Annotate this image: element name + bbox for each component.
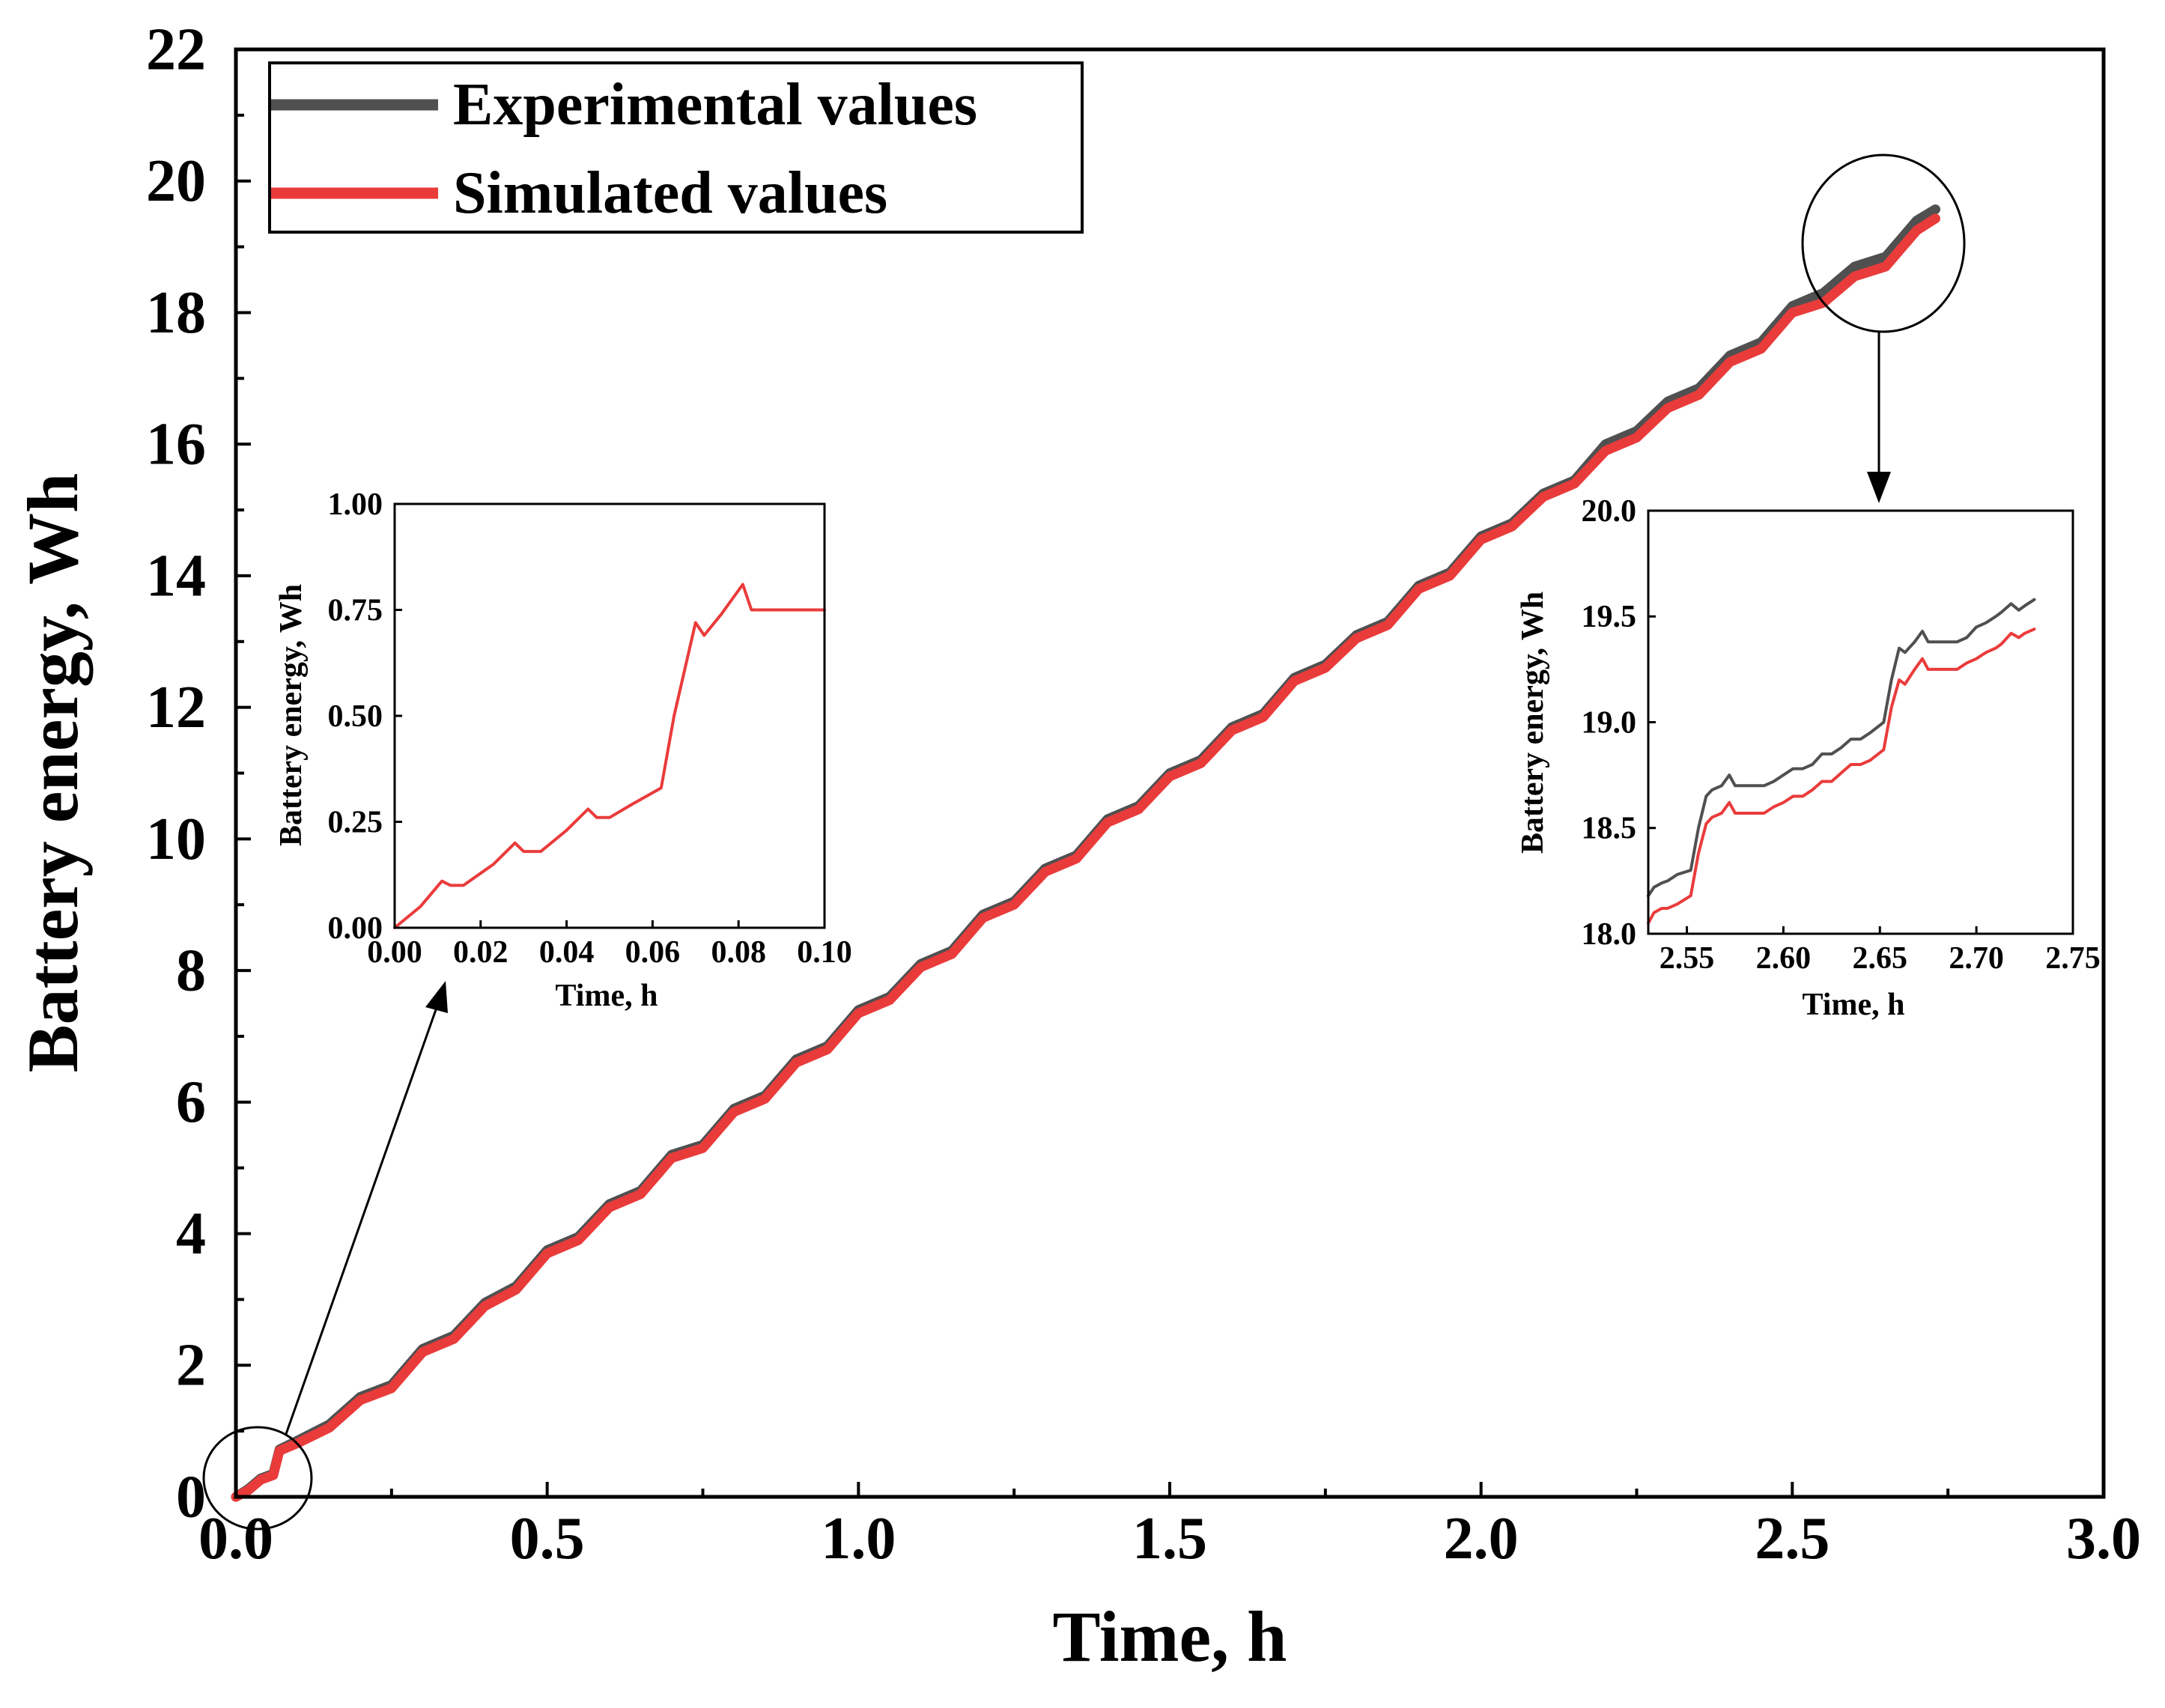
inset-start-series-group xyxy=(393,583,826,929)
inset-end-y-tick-label: 18.5 xyxy=(1582,812,1637,846)
main-x-tick-label: 2.5 xyxy=(1755,1506,1830,1572)
inset-end-y-axis-label: Battery energy, Wh xyxy=(1516,592,1550,854)
main-series-group xyxy=(231,204,1940,1502)
main-x-tick-label: 3.0 xyxy=(2066,1506,2141,1572)
main-x-ticks: 0.0 0.5 1.0 1.5 2.0 2.5 3.0 xyxy=(198,1482,2141,1572)
main-y-ticks: 0 2 4 6 8 10 12 14 16 18 20 22 xyxy=(146,16,251,1530)
legend-label-simulated: Simulated values xyxy=(453,160,887,226)
zoom-circle-end xyxy=(1801,154,1966,333)
zoom-circle-start xyxy=(202,1426,313,1531)
main-y-tick-label: 8 xyxy=(176,937,206,1003)
inset-end-background xyxy=(1648,511,2073,934)
main-y-tick-label: 2 xyxy=(176,1333,206,1399)
main-y-tick-label: 20 xyxy=(146,148,206,214)
inset-end-y-tick-label: 20.0 xyxy=(1582,494,1637,529)
legend-label-experimental: Experimental values xyxy=(453,72,977,138)
main-chart: 0.0 0.5 1.0 1.5 2.0 2.5 3.0 0 2 4 6 8 10 12 14 16 18 20 2… xyxy=(13,16,2141,1677)
main-x-tick-label: 0.5 xyxy=(510,1506,585,1572)
inset-start-y-axis-label: Battery energy, Wh xyxy=(274,584,309,846)
inset-start-y-tick-label: 0.25 xyxy=(328,805,383,839)
main-y-tick-label: 10 xyxy=(146,806,206,872)
inset-end-y-ticks: 18.0 18.5 19.0 19.5 20.0 xyxy=(1582,494,1656,952)
inset-end-series-group xyxy=(1647,598,2036,925)
inset-chart-end: 2.55 2.60 2.65 2.70 2.75 18.0 18.5 19.0 19.5 20.… xyxy=(1516,494,2101,1022)
inset-end-x-tick-label: 2.60 xyxy=(1756,941,1812,976)
inset-start-y-tick-label: 0.50 xyxy=(328,699,383,734)
main-x-tick-label: 2.0 xyxy=(1444,1506,1519,1572)
inset-start-series-line-simulated-values xyxy=(393,583,826,929)
main-x-tick-label: 1.0 xyxy=(821,1506,896,1572)
inset-end-x-ticks: 2.55 2.60 2.65 2.70 2.75 xyxy=(1660,926,2101,976)
main-y-tick-label: 14 xyxy=(146,543,206,609)
main-x-axis-label: Time, h xyxy=(1053,1596,1287,1677)
inset-start-x-axis-label: Time, h xyxy=(556,979,658,1013)
inset-start-x-tick-label: 0.10 xyxy=(797,935,852,970)
inset-start-y-tick-label: 1.00 xyxy=(328,487,383,522)
inset-end-x-tick-label: 2.65 xyxy=(1853,941,1908,976)
inset-start-y-ticks: 0.00 0.25 0.50 0.75 1.00 xyxy=(328,487,402,946)
inset-start-x-tick-label: 0.04 xyxy=(539,935,595,970)
callout-arrowhead-start xyxy=(425,981,448,1013)
main-series-line-simulated-values xyxy=(231,213,1940,1502)
inset-end-x-tick-label: 2.55 xyxy=(1660,941,1715,976)
inset-end-x-axis-label: Time, h xyxy=(1803,988,1905,1022)
inset-end-series-line-simulated-values xyxy=(1647,627,2036,925)
main-y-tick-label: 6 xyxy=(176,1069,206,1135)
inset-start-x-tick-label: 0.02 xyxy=(453,935,508,970)
inset-start-x-tick-label: 0.06 xyxy=(625,935,681,970)
main-y-axis-label: Battery energy, Wh xyxy=(13,473,93,1073)
callout-arrowhead-end xyxy=(1867,472,1891,503)
inset-end-y-tick-label: 19.0 xyxy=(1582,705,1637,740)
inset-start-x-ticks: 0.00 0.02 0.04 0.06 0.08 0.10 xyxy=(367,920,852,970)
main-y-tick-label: 22 xyxy=(146,16,206,82)
legend-box xyxy=(268,61,1084,234)
main-y-tick-label: 4 xyxy=(176,1201,206,1267)
main-x-tick-label: 0.0 xyxy=(198,1506,273,1572)
inset-end-x-tick-label: 2.70 xyxy=(1949,941,2004,976)
main-y-tick-label: 16 xyxy=(146,412,206,478)
main-x-tick-label: 1.5 xyxy=(1132,1506,1207,1572)
inset-start-y-tick-label: 0.00 xyxy=(328,911,383,946)
inset-start-y-tick-label: 0.75 xyxy=(328,593,383,627)
main-y-tick-label: 12 xyxy=(146,675,206,741)
inset-end-series-line-experimental-values xyxy=(1647,598,2036,898)
main-y-tick-label: 18 xyxy=(146,280,206,346)
inset-start-x-tick-label: 0.08 xyxy=(711,935,766,970)
inset-start-background xyxy=(395,504,825,928)
inset-start-x-tick-label: 0.00 xyxy=(367,935,422,970)
callout-arrow-start xyxy=(285,1003,440,1435)
legend: Experimental values Simulated values xyxy=(268,61,1084,234)
main-y-tick-label: 0 xyxy=(176,1464,206,1530)
inset-chart-start: 0.00 0.02 0.04 0.06 0.08 0.10 0.00 0.25 0.50 0.7… xyxy=(274,487,852,1013)
inset-end-x-tick-label: 2.75 xyxy=(2045,941,2101,976)
inset-end-y-tick-label: 19.5 xyxy=(1582,600,1637,634)
inset-end-y-tick-label: 18.0 xyxy=(1582,917,1637,952)
